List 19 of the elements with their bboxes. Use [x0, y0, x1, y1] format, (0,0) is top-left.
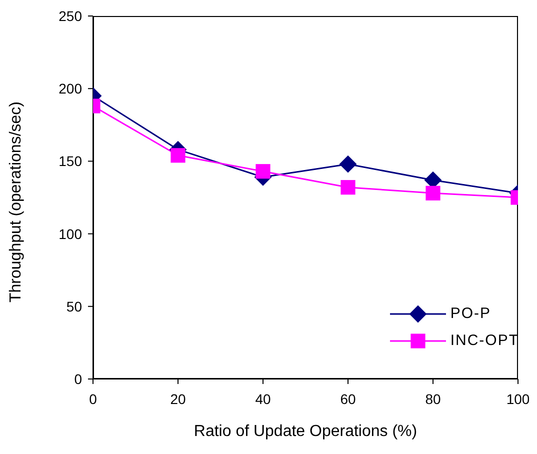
x-tick-label: 100: [506, 390, 530, 407]
y-tick-label: 100: [58, 226, 82, 242]
y-tick-label: 250: [58, 8, 82, 24]
x-tick-label: 20: [170, 390, 186, 407]
y-tick-label: 150: [58, 153, 82, 170]
point: [340, 180, 356, 195]
point: [340, 156, 356, 173]
x-axis-title: Ratio of Update Operations (%): [194, 423, 418, 440]
x-tick-label: 80: [425, 390, 441, 407]
x-tick-label: 60: [340, 390, 356, 407]
legend-label: INC-OPT: [450, 332, 519, 349]
x-tick-label: 40: [255, 390, 271, 407]
y-tick-label: 50: [66, 298, 82, 314]
x-tick-label: 0: [89, 390, 98, 407]
point: [256, 164, 270, 179]
legend-label: PO-P: [450, 305, 492, 322]
y-tick-label: 200: [58, 80, 82, 97]
y-tick-label: 0: [74, 370, 82, 387]
y-axis-title: Throughput (operations/sec): [8, 102, 25, 302]
